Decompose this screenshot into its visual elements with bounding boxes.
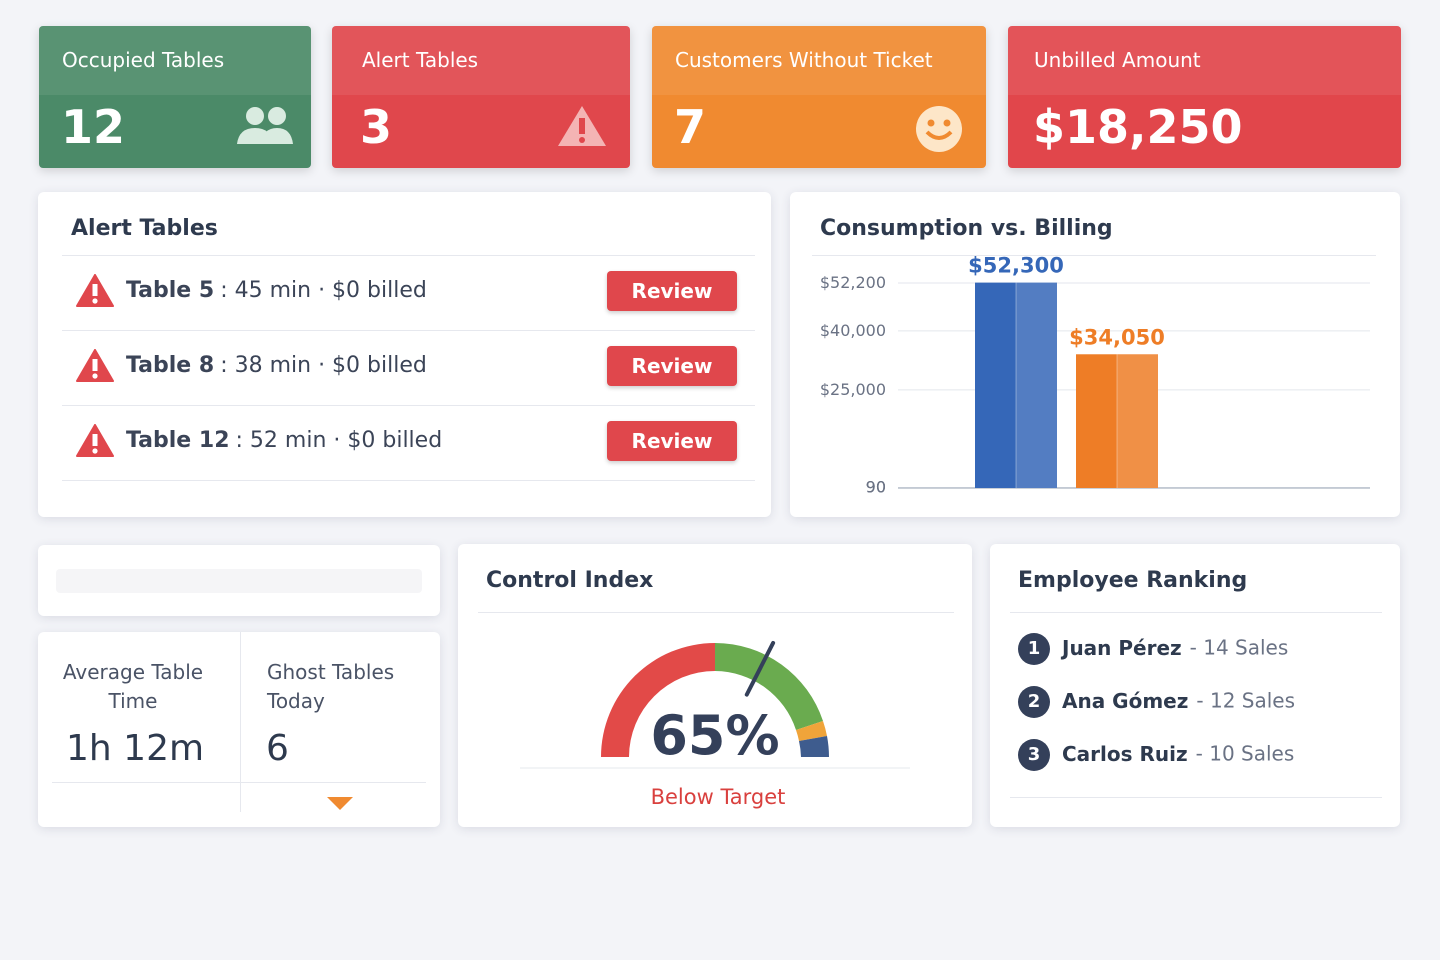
kpi-card: Alert Tables 3 — [332, 26, 630, 168]
warning-icon — [76, 349, 114, 387]
warning-glyph — [76, 349, 114, 382]
gauge-segment — [796, 721, 827, 741]
table-name: Table 12 — [126, 428, 230, 453]
kpi-label: Unbilled Amount — [1034, 48, 1201, 72]
gauge-value: 65% — [650, 704, 780, 767]
gauge-segment — [799, 736, 829, 757]
stat-value: 1h 12m — [66, 728, 205, 769]
warning-icon — [76, 424, 114, 462]
stat-value: 6 — [266, 728, 289, 769]
people-icon — [237, 107, 293, 144]
bar-highlight — [1016, 282, 1057, 488]
divider — [240, 632, 241, 812]
kpi-band — [332, 26, 630, 95]
alert-detail: : 52 min · $0 billed — [235, 428, 443, 453]
rank-badge: 1 — [1018, 633, 1050, 665]
employee-sales: - 14 Sales — [1189, 635, 1289, 660]
smiley-icon — [916, 106, 962, 152]
kpi-card: Occupied Tables 12 — [39, 26, 311, 168]
kpi-label: Occupied Tables — [62, 48, 225, 72]
bar — [975, 282, 1057, 488]
empty-card — [38, 545, 440, 616]
kpi-band — [1008, 26, 1401, 95]
employee-sales: - 12 Sales — [1196, 688, 1296, 713]
warning-icon — [558, 106, 606, 146]
rank-badge: 2 — [1018, 686, 1050, 718]
employee-name: Juan Pérez — [1062, 635, 1182, 660]
employee-name: Carlos Ruiz — [1062, 741, 1188, 766]
ranking-row: 1 Juan Pérez - 14 Sales — [1018, 633, 1288, 665]
y-tick-label: 90 — [866, 478, 886, 497]
gauge-status: Below Target — [650, 785, 786, 809]
stat-label: Average Table Time — [62, 660, 204, 713]
control-card: Control Index 65% Below Target — [458, 544, 972, 827]
gauge-segment — [601, 643, 715, 757]
alert-detail: : 38 min · $0 billed — [220, 353, 427, 378]
value-label: $34,050 — [1069, 325, 1165, 349]
kpi-value: $18,250 — [1033, 100, 1243, 154]
review-button[interactable]: Review — [607, 271, 737, 311]
ranking-row: 2 Ana Gómez - 12 Sales — [1018, 686, 1295, 718]
employee-sales: - 10 Sales — [1195, 741, 1295, 766]
review-button[interactable]: Review — [607, 346, 737, 386]
chart-title: Consumption vs. Billing — [820, 216, 1113, 241]
table-name: Table 8 — [126, 353, 215, 378]
alert-detail: : 45 min · $0 billed — [220, 278, 427, 303]
warning-glyph — [76, 274, 114, 307]
divider — [1010, 797, 1382, 798]
panel-title: Employee Ranking — [1018, 568, 1248, 593]
y-tick-label: $40,000 — [820, 321, 886, 340]
gauge — [520, 640, 910, 769]
divider — [812, 255, 1376, 256]
rank-badge: 3 — [1018, 739, 1050, 771]
stat-label: Ghost Tables Today — [267, 660, 395, 713]
kpi-card: Unbilled Amount $18,250 — [1008, 26, 1401, 168]
alert-row: Table 5: 45 min · $0 billed Review — [62, 256, 755, 331]
warning-glyph — [76, 424, 114, 457]
kpi-band — [39, 26, 311, 95]
alert-row: Table 12: 52 min · $0 billed Review — [62, 406, 755, 481]
dropdown-arrow[interactable] — [327, 797, 353, 811]
kpi-label: Customers Without Ticket — [675, 48, 933, 72]
value-label: $52,300 — [968, 254, 1064, 278]
panel-title: Control Index — [486, 568, 654, 593]
kpi-label: Alert Tables — [362, 48, 479, 72]
employee-name: Ana Gómez — [1062, 688, 1189, 713]
panel-title: Alert Tables — [71, 216, 218, 241]
y-tick-label: 90 — [866, 478, 886, 497]
y-tick-label: $52,200 — [820, 273, 886, 292]
placeholder — [56, 569, 422, 593]
bar-highlight — [1117, 354, 1158, 488]
gauge-segment — [715, 643, 823, 730]
bar — [1076, 354, 1158, 488]
ranking-row: 3 Carlos Ruiz - 10 Sales — [1018, 739, 1294, 771]
stats-card: Average Table Time 1h 12m Ghost Tables T… — [38, 632, 440, 827]
divider — [478, 612, 954, 613]
table-name: Table 5 — [126, 278, 215, 303]
warning-icon — [76, 274, 114, 312]
divider — [62, 255, 755, 256]
kpi-value: 12 — [61, 100, 126, 154]
divider — [1010, 612, 1382, 613]
alert-text: Table 8: 38 min · $0 billed — [126, 353, 427, 378]
kpi-band — [652, 26, 986, 95]
y-tick-label: $25,000 — [820, 380, 886, 399]
ranking-card: Employee Ranking 1 Juan Pérez - 14 Sales 2 A… — [990, 544, 1400, 827]
alert-text: Table 12: 52 min · $0 billed — [126, 428, 442, 453]
alert-row: Table 8: 38 min · $0 billed Review — [62, 331, 755, 406]
kpi-card: Customers Without Ticket 7 — [652, 26, 986, 168]
gauge-needle — [744, 640, 776, 697]
kpi-value: 7 — [674, 100, 707, 154]
chart-panel: Consumption vs. Billing $52,200 $40,000 $2… — [790, 192, 1400, 517]
divider — [52, 782, 426, 783]
review-button[interactable]: Review — [607, 421, 737, 461]
alert-text: Table 5: 45 min · $0 billed — [126, 278, 427, 303]
alerts-panel: Alert Tables Table 5: 45 min · $0 billed… — [38, 192, 771, 517]
kpi-value: 3 — [360, 100, 393, 154]
